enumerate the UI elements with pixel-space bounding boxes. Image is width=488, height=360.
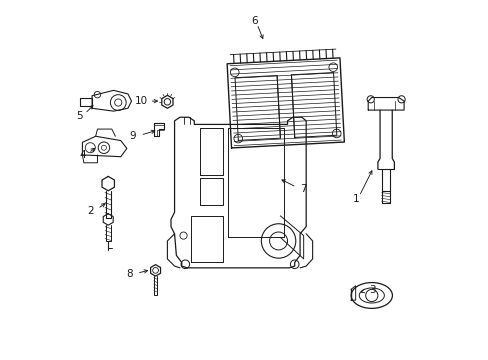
Text: 7: 7 <box>300 184 306 194</box>
Text: 8: 8 <box>126 269 132 279</box>
Text: 6: 6 <box>250 16 257 26</box>
Text: 4: 4 <box>79 150 85 160</box>
Text: 9: 9 <box>129 131 136 141</box>
Text: 5: 5 <box>76 111 82 121</box>
Text: 10: 10 <box>135 96 148 106</box>
Text: 3: 3 <box>368 285 375 295</box>
Text: 2: 2 <box>87 206 94 216</box>
Text: 1: 1 <box>352 194 358 204</box>
